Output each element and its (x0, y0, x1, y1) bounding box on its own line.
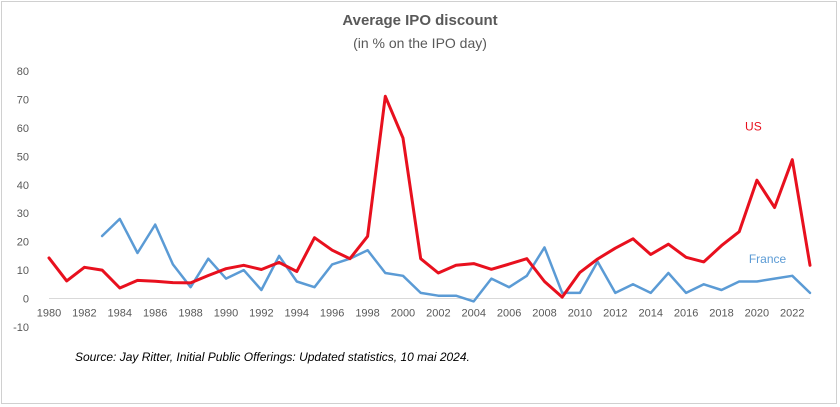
x-tick-label: 2018 (709, 308, 733, 320)
x-tick-label: 2014 (638, 308, 662, 320)
source-note: Source: Jay Ritter, Initial Public Offer… (75, 350, 470, 364)
series-label-france: France (749, 252, 787, 266)
y-tick-label: 50 (17, 151, 29, 163)
x-tick-label: 2020 (745, 308, 769, 320)
x-tick-label: 1998 (355, 308, 379, 320)
y-tick-label: 10 (17, 265, 29, 277)
chart-subtitle: (in % on the IPO day) (353, 35, 487, 51)
x-tick-label: 1996 (320, 308, 344, 320)
y-tick-label: 80 (17, 66, 29, 78)
y-tick-label: 30 (17, 208, 29, 220)
x-tick-label: 2008 (532, 308, 556, 320)
x-tick-label: 1990 (214, 308, 238, 320)
x-tick-label: 1982 (72, 308, 96, 320)
x-tick-label: 2006 (497, 308, 521, 320)
y-tick-label: 60 (17, 123, 29, 135)
series-lines (47, 94, 812, 303)
x-tick-label: 2010 (568, 308, 592, 320)
x-tick-label: 2002 (426, 308, 450, 320)
y-tick-label: 70 (17, 94, 29, 106)
x-tick-label: 1988 (178, 308, 202, 320)
x-tick-label: 1984 (108, 308, 132, 320)
x-tick-label: 1980 (37, 308, 61, 320)
y-axis-ticks: 80 70 60 50 40 30 20 10 0 -10 (13, 66, 29, 334)
y-tick-label: -10 (13, 322, 29, 334)
series-line-us (47, 94, 812, 299)
x-tick-label: 1994 (285, 308, 309, 320)
x-tick-label: 1986 (143, 308, 167, 320)
y-tick-label: 40 (17, 180, 29, 192)
y-tick-label: 0 (23, 294, 29, 306)
chart-title: Average IPO discount (342, 12, 498, 29)
x-tick-label: 2016 (674, 308, 698, 320)
x-tick-label: 1992 (249, 308, 273, 320)
x-tick-label: 2004 (462, 308, 486, 320)
y-tick-label: 20 (17, 237, 29, 249)
x-tick-label: 2000 (391, 308, 415, 320)
x-tick-label: 2022 (780, 308, 804, 320)
series-label-us: US (745, 120, 762, 134)
x-tick-label: 2012 (603, 308, 627, 320)
series-labels: US France (745, 120, 786, 266)
x-axis-ticks: 1980 1982 1984 1986 1988 1990 1992 1994 1996 1998… (37, 308, 805, 320)
